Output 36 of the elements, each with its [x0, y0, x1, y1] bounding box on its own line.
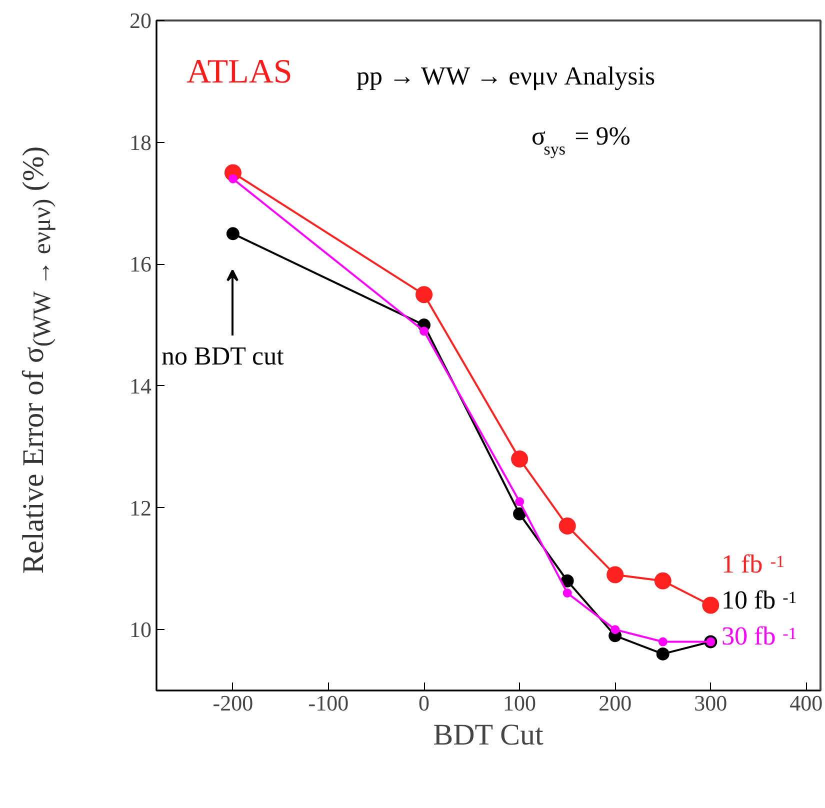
x-tick-label: 300 — [694, 690, 728, 716]
x-tick-label: 100 — [503, 690, 536, 716]
series-label: 30 fb-1 — [722, 622, 797, 650]
x-tick-label: 0 — [418, 690, 430, 716]
point — [558, 518, 576, 535]
y-tick-label: 12 — [130, 495, 152, 520]
x-tick-label: 200 — [598, 690, 632, 716]
point — [416, 286, 433, 304]
point — [606, 566, 624, 584]
point — [658, 637, 668, 646]
x-tick-label: 400 — [790, 690, 823, 716]
y-tick-label: 18 — [130, 130, 152, 155]
x-tick-label: -200 — [212, 690, 254, 716]
point — [702, 596, 720, 614]
series-label: 1 fb-1 — [722, 550, 785, 578]
text: pp → WW → eνμν Analysis — [356, 62, 656, 90]
point — [420, 326, 429, 336]
point — [560, 574, 574, 588]
annotation: no BDT cut — [162, 342, 285, 370]
text: ATLAS — [186, 54, 292, 90]
series-label: 10 fb-1 — [722, 586, 797, 614]
point — [228, 174, 238, 184]
point — [610, 625, 620, 634]
x-tick-label: -100 — [308, 690, 349, 716]
point — [515, 497, 524, 506]
y-tick-label: 14 — [130, 373, 152, 398]
y-tick-label: 20 — [130, 8, 152, 33]
point — [656, 647, 670, 660]
point — [226, 227, 240, 240]
y-tick-label: 10 — [130, 617, 152, 642]
point — [511, 450, 528, 468]
point — [562, 588, 572, 598]
x-axis-title: BDT Cut — [433, 718, 544, 752]
point — [654, 572, 672, 590]
point — [513, 507, 526, 520]
y-tick-label: 16 — [130, 252, 152, 277]
